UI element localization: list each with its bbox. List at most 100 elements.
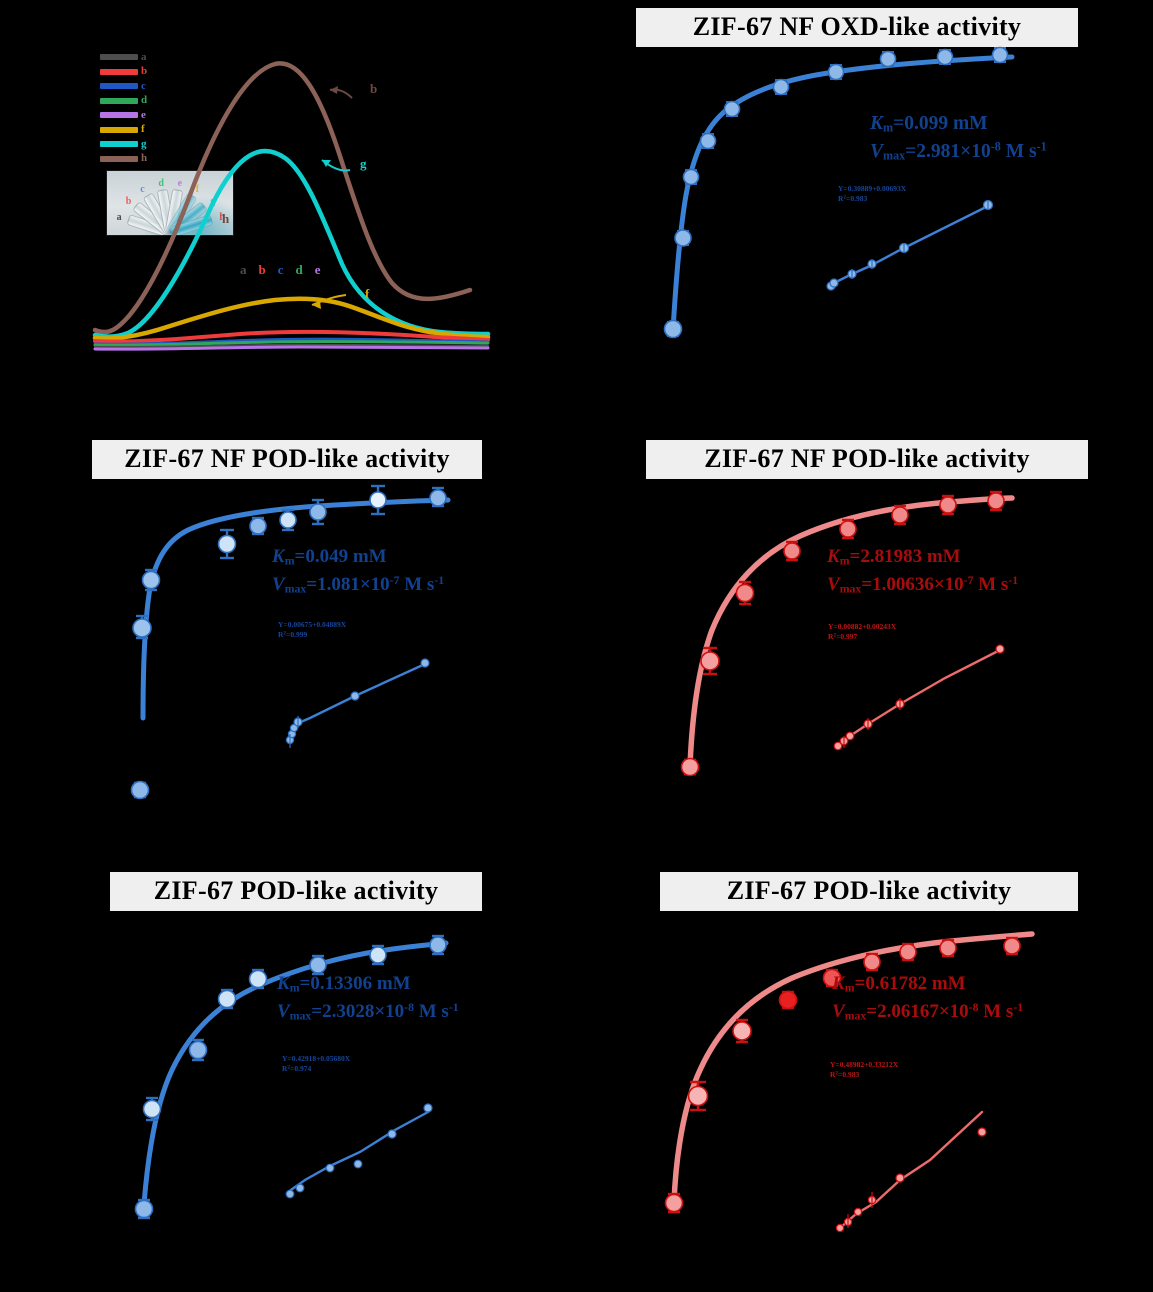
equation-zif67nf-oxd: Y=0.30889+0.00693X R2=0.983	[838, 184, 906, 204]
mm-markers	[130, 489, 447, 800]
cuvette-label-e: e	[177, 177, 183, 189]
vmax-exponent: -8	[990, 139, 1001, 154]
vmax-value: =2.981×10	[905, 141, 991, 163]
curve-callout-g: g	[360, 156, 367, 171]
km-subscript: m	[883, 120, 894, 135]
panel-title-zif67nf-oxd: ZIF-67 NF OXD-like activity	[636, 8, 1078, 48]
legend-label-a: a	[141, 50, 147, 63]
plot-zif67-pod-red	[600, 912, 1153, 1292]
curve-callout-b: b	[370, 81, 378, 96]
lineweaver-burk-inset	[285, 1103, 433, 1199]
plot-zif67nf-pod-blue	[0, 478, 553, 850]
legend-item-f: f	[100, 123, 147, 138]
vmax-row: Vmax=2.3028×10-8 M s-1	[277, 1000, 459, 1023]
cuvette-label-b: b	[125, 195, 132, 207]
legend-item-a: a	[100, 50, 147, 65]
legend-swatch-g	[100, 141, 138, 148]
legend-swatch-d	[100, 97, 138, 104]
panel-title-zif67-pod-red: ZIF-67 POD-like activity	[660, 872, 1078, 912]
spectra-letter-d: d	[295, 262, 303, 277]
curve-callout-h: h	[222, 211, 230, 226]
legend-swatch-e	[100, 112, 138, 119]
mm-markers	[664, 937, 1021, 1213]
vmax-row: Vmax=2.06167×10-8 M s-1	[832, 1000, 1024, 1023]
r2-line: R2=0.997	[828, 632, 858, 642]
error-bars	[667, 47, 1006, 337]
equation-line: Y=0.00882+0.00243X	[828, 622, 897, 631]
km-value: =0.099 mM	[893, 113, 988, 134]
callout-g-arrow	[322, 160, 331, 167]
equation-zif67-pod-red: Y=0.48982+0.33212X R2=0.983	[830, 1060, 898, 1080]
legend-label-c: c	[141, 79, 146, 92]
legend-label-b: b	[141, 65, 148, 78]
kinetics-zif67-pod-red: Km=0.61782 mM Vmax=2.06167×10-8 M s-1	[832, 970, 1023, 1025]
mm-markers	[680, 492, 1005, 777]
panel-zif67nf-pod-blue: ZIF-67 NF POD-like activity	[0, 430, 553, 850]
panel-zif67nf-oxd: ZIF-67 NF OXD-like activity	[600, 0, 1153, 380]
panel-title-zif67nf-pod-blue: ZIF-67 NF POD-like activity	[92, 440, 482, 480]
km-row: Km=0.13306 mM	[277, 973, 411, 995]
equation-line: Y=0.00675+0.04889X	[278, 620, 347, 629]
callout-f-arrow	[312, 301, 321, 309]
legend-label-h: h	[141, 152, 148, 165]
curve-f	[92, 296, 491, 341]
kinetics-zif67nf-oxd: Km=0.099 mM Vmax=2.981×10-8 M s-1	[870, 110, 1047, 167]
vmax-row: Vmax=2.981×10-8 M s-1	[870, 138, 1047, 166]
panel-zif67-pod-blue: ZIF-67 POD-like activity	[0, 862, 553, 1292]
curve-a	[93, 343, 490, 349]
kinetics-zif67nf-pod-blue: Km=0.049 mM Vmax=1.081×10-7 M s-1	[272, 543, 444, 598]
r2-line: R2=0.999	[278, 630, 308, 640]
km-row: Km=0.099 mM	[870, 110, 1047, 138]
equation-line: Y=0.48982+0.33212X	[830, 1060, 899, 1069]
curve-e	[93, 345, 490, 351]
lineweaver-burk-inset	[826, 199, 994, 291]
legend-label-e: e	[141, 108, 146, 121]
legend-label-d: d	[141, 94, 148, 107]
mm-markers	[134, 936, 447, 1219]
equation-zif67nf-pod-red: Y=0.00882+0.00243X R2=0.997	[828, 622, 896, 642]
vmax-unit-exponent: -1	[1036, 139, 1047, 154]
equation-line: Y=0.42918+0.05680X	[282, 1054, 351, 1063]
kinetics-zif67nf-pod-red: Km=2.81983 mM Vmax=1.00636×10-7 M s-1	[827, 543, 1018, 598]
r2-line: R2=0.974	[282, 1064, 312, 1074]
vmax-unit: M s	[1000, 141, 1037, 163]
spectra-plot	[0, 0, 520, 380]
legend-item-d: d	[100, 94, 147, 109]
panel-zif67nf-pod-red: ZIF-67 NF POD-like activity	[600, 430, 1153, 850]
legend-swatch-c	[100, 83, 138, 90]
cuvette-label-f: f	[195, 184, 200, 196]
curve-h	[92, 61, 473, 335]
legend-label-g: g	[141, 137, 147, 150]
km-row: Km=0.61782 mM	[832, 973, 966, 995]
curve-d	[93, 340, 490, 347]
plot-zif67nf-pod-red	[600, 478, 1153, 850]
callout-b-arrow	[330, 86, 338, 94]
panel-title-zif67-pod-blue: ZIF-67 POD-like activity	[110, 872, 482, 912]
plot-zif67-pod-blue	[0, 912, 553, 1292]
spectra-letter-c: c	[277, 262, 284, 277]
lineweaver-burk-inset	[833, 644, 1005, 751]
vmax-row: Vmax=1.081×10-7 M s-1	[272, 573, 445, 596]
legend-item-h: h	[100, 152, 147, 167]
r2-line: R2=0.983	[838, 194, 868, 204]
curve-callout-f: f	[365, 286, 370, 301]
plot-zif67nf-oxd	[600, 40, 1153, 370]
lineweaver-burk-inset	[285, 658, 430, 748]
lineweaver-burk-inset	[835, 1110, 987, 1233]
equation-line: Y=0.30889+0.00693X	[838, 184, 907, 193]
panel-zif67-pod-red: ZIF-67 POD-like activity	[600, 862, 1153, 1292]
legend-item-g: g	[100, 137, 147, 152]
vmax-row: Vmax=1.00636×10-7 M s-1	[827, 573, 1019, 596]
spectra-letter-a: a	[240, 262, 247, 277]
equation-zif67nf-pod-blue: Y=0.00675+0.04889X R2=0.999	[278, 620, 346, 640]
cuvette-label-h: h	[219, 211, 225, 223]
kinetics-zif67-pod-blue: Km=0.13306 mM Vmax=2.3028×10-8 M s-1	[277, 970, 459, 1025]
spectra-letter-e: e	[314, 262, 321, 277]
legend-item-e: e	[100, 108, 147, 123]
cuvette-label-a: a	[116, 211, 122, 223]
legend-swatch-h	[100, 155, 138, 162]
legend-label-f: f	[141, 123, 145, 136]
spectra-letter-b: b	[258, 262, 266, 277]
